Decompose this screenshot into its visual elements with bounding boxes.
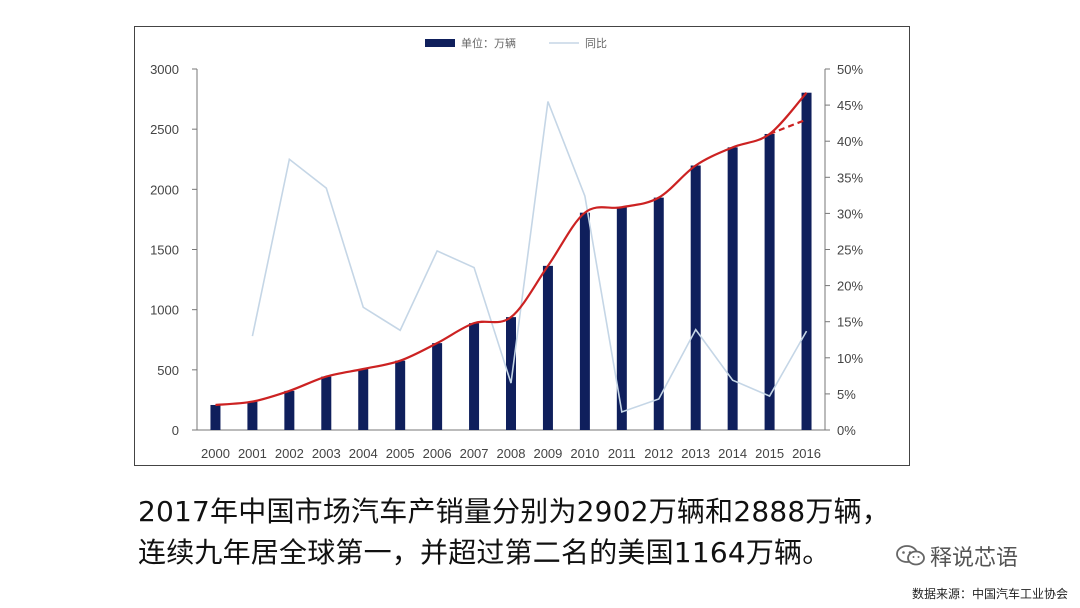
bar xyxy=(653,197,664,430)
x-tick-label: 2005 xyxy=(386,446,415,461)
bar xyxy=(321,376,332,430)
left-tick-label: 2000 xyxy=(150,182,179,197)
right-tick-label: 15% xyxy=(837,315,863,330)
right-tick-label: 5% xyxy=(837,387,856,402)
bar xyxy=(727,147,738,430)
caption-line-1: 2017年中国市场汽车产销量分别为2902万辆和2888万辆， xyxy=(138,495,890,528)
bar xyxy=(506,317,516,430)
right-tick-label: 50% xyxy=(837,62,863,77)
watermark-text: 释说芯语 xyxy=(930,546,1019,571)
x-tick-label: 2000 xyxy=(201,446,230,461)
x-tick-label: 2013 xyxy=(681,446,710,461)
chart: 0 500 1000 1500 2000 2500 3000 0% 5% 10% 15% 20% 25%… xyxy=(150,36,863,461)
x-tick-label: 2016 xyxy=(792,446,821,461)
source-note: 数据来源：中国汽车工业协会 xyxy=(911,587,1068,601)
bar xyxy=(469,323,480,430)
chart-frame: 0 500 1000 1500 2000 2500 3000 0% 5% 10% 15% 20% 25%… xyxy=(134,26,910,466)
bar xyxy=(690,165,701,431)
right-tick-label: 30% xyxy=(837,206,863,221)
bar xyxy=(284,390,295,430)
right-tick-label: 35% xyxy=(837,170,863,185)
bar xyxy=(616,207,627,430)
left-tick-label: 0 xyxy=(172,423,179,438)
wechat-icon xyxy=(896,545,925,566)
left-tick-label: 1500 xyxy=(150,243,179,258)
legend-label-bar: 单位：万辆 xyxy=(461,36,516,50)
bar xyxy=(764,133,775,430)
series-line-yoy xyxy=(251,101,808,414)
left-tick-label: 500 xyxy=(157,363,179,378)
x-tick-label: 2004 xyxy=(349,446,378,461)
x-tick-label: 2009 xyxy=(533,446,562,461)
x-tick-label: 2002 xyxy=(275,446,304,461)
right-tick-label: 40% xyxy=(837,134,863,149)
x-tick-label: 2012 xyxy=(644,446,673,461)
right-tick-label: 45% xyxy=(837,98,863,113)
x-tick-label: 2015 xyxy=(755,446,784,461)
left-tick-label: 3000 xyxy=(150,62,179,77)
trend-dashed-line xyxy=(769,118,807,136)
bar xyxy=(247,401,258,430)
caption-line-2: 连续九年居全球第一，并超过第二名的美国1164万辆。 xyxy=(138,536,831,569)
bar xyxy=(801,92,812,431)
left-tick-label: 2500 xyxy=(150,122,179,137)
right-tick-label: 0% xyxy=(837,423,856,438)
trend-line xyxy=(215,91,808,407)
x-tick-label: 2007 xyxy=(460,446,489,461)
watermark: 释说芯语 xyxy=(896,540,1018,572)
legend-label-yoy: 同比 xyxy=(585,37,607,50)
legend-swatch-bar xyxy=(425,39,455,47)
bar xyxy=(358,368,369,430)
x-tick-label: 2011 xyxy=(608,446,636,461)
x-tick-label: 2006 xyxy=(423,446,452,461)
right-tick-label: 10% xyxy=(837,351,863,366)
bar xyxy=(542,265,553,430)
bar xyxy=(579,212,590,430)
bar xyxy=(432,343,443,430)
x-tick-label: 2003 xyxy=(312,446,341,461)
x-tick-label: 2014 xyxy=(718,446,747,461)
x-tick-label: 2008 xyxy=(497,446,526,461)
right-tick-label: 20% xyxy=(837,279,863,294)
bar xyxy=(395,360,406,430)
bar xyxy=(210,404,221,430)
right-tick-label: 25% xyxy=(837,243,863,258)
x-tick-label: 2010 xyxy=(570,446,599,461)
left-tick-label: 1000 xyxy=(150,303,179,318)
x-tick-label: 2001 xyxy=(238,446,267,461)
